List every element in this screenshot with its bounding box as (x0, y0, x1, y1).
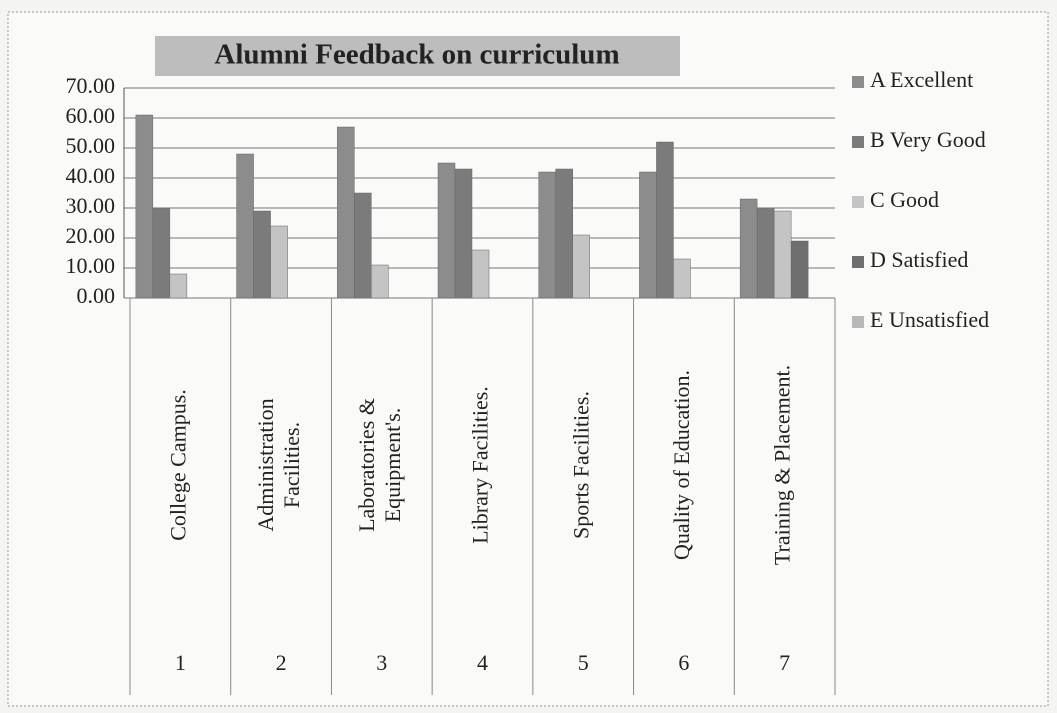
x-tick-label: Training & Placement. (770, 365, 795, 565)
y-tick-label: 10.00 (66, 253, 116, 278)
x-tick-label: Sports Facilities. (568, 391, 593, 539)
legend-swatch (852, 196, 864, 208)
bar (454, 168, 473, 299)
bar (135, 114, 154, 299)
bar (371, 264, 389, 299)
y-tick-label: 60.00 (66, 103, 116, 128)
bar (756, 207, 775, 299)
y-tick-label: 50.00 (66, 133, 116, 158)
chart-title: Alumni Feedback on curriculum (214, 39, 619, 71)
x-tick-label: Library Facilities. (468, 386, 493, 544)
y-tick-label: 20.00 (66, 223, 116, 248)
y-tick-label: 70.00 (66, 73, 116, 98)
bar (639, 171, 657, 299)
category-number: 2 (276, 650, 287, 675)
bar (773, 210, 792, 299)
bar (169, 273, 188, 299)
bar (572, 234, 590, 299)
bar (270, 225, 288, 299)
legend-label: C Good (870, 187, 939, 212)
category-number: 6 (678, 650, 689, 675)
bar (673, 258, 691, 299)
legend-label: E Unsatisfied (870, 307, 989, 332)
legend-swatch (852, 76, 864, 88)
x-tick-label: College Campus. (165, 389, 190, 541)
bar (236, 153, 254, 299)
x-tick-label: Facilities. (279, 422, 304, 508)
bar (790, 240, 809, 299)
bar (337, 126, 355, 299)
bar (152, 207, 171, 299)
bar (253, 210, 271, 299)
bar (354, 192, 372, 299)
y-tick-label: 40.00 (66, 163, 116, 188)
y-tick-label: 0.00 (77, 283, 116, 308)
legend-swatch (852, 316, 864, 328)
category-number: 5 (578, 650, 589, 675)
bar (739, 198, 758, 299)
legend-label: B Very Good (870, 127, 986, 152)
category-number: 4 (477, 650, 488, 675)
chart-frame (7, 11, 1049, 707)
legend-swatch (852, 256, 864, 268)
legend-label: A Excellent (870, 67, 973, 92)
bar (437, 162, 456, 299)
x-tick-label: Quality of Education. (669, 370, 694, 560)
category-number: 1 (175, 650, 186, 675)
title-box (155, 36, 680, 76)
x-tick-label: Equipment's. (380, 408, 405, 523)
category-number: 3 (376, 650, 387, 675)
category-number: 7 (779, 650, 790, 675)
legend-label: D Satisfied (870, 247, 968, 272)
y-tick-label: 30.00 (66, 193, 116, 218)
legend-swatch (852, 136, 864, 148)
x-tick-label: Administration (253, 398, 278, 531)
bar (471, 249, 490, 299)
bar (656, 141, 674, 299)
bar (538, 171, 556, 299)
x-tick-label: Laboratories & (354, 398, 379, 532)
bar (555, 168, 573, 299)
